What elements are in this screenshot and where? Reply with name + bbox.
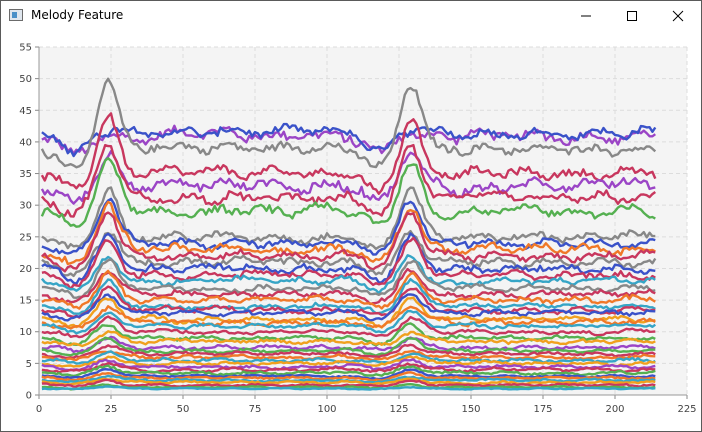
x-tick-label: 25: [105, 404, 118, 415]
x-tick-label: 125: [389, 404, 408, 415]
series-line-26[interactable]: [41, 330, 656, 348]
y-tick-label: 5: [26, 359, 32, 370]
series-line-33[interactable]: [41, 358, 656, 372]
series-line-28[interactable]: [41, 336, 656, 357]
y-tick-label: 55: [19, 43, 32, 54]
y-tick-label: 40: [19, 137, 32, 148]
maximize-button[interactable]: [609, 1, 655, 31]
maximize-icon: [627, 11, 637, 21]
line-chart[interactable]: 0 5 10 15 20 25 30 35 40 45 50 55 0 25 50 75 100 125 150 17…: [1, 31, 701, 431]
y-tick-label: 45: [19, 106, 32, 117]
y-tick-label: 35: [19, 169, 32, 180]
series-line-6[interactable]: [40, 156, 656, 228]
series-line-21[interactable]: [41, 296, 656, 329]
series-line-23[interactable]: [41, 309, 657, 335]
series-line-24[interactable]: [41, 315, 656, 339]
series-line-20[interactable]: [41, 293, 656, 322]
series-line-0[interactable]: [41, 124, 657, 155]
series-line-35[interactable]: [41, 364, 656, 378]
series-line-30[interactable]: [41, 349, 656, 362]
series-line-11[interactable]: [41, 229, 657, 278]
title-bar[interactable]: Melody Feature: [1, 1, 701, 31]
series-line-18[interactable]: [41, 277, 656, 315]
y-tick-label: 25: [19, 232, 32, 243]
series-line-8[interactable]: [41, 197, 656, 256]
series-line-25[interactable]: [41, 322, 656, 347]
series-line-40[interactable]: [41, 378, 656, 388]
series-line-29[interactable]: [41, 343, 656, 359]
series-line-4[interactable]: [40, 149, 656, 205]
minimize-icon: [581, 15, 591, 17]
app-window-icon: [9, 9, 23, 21]
series-line-17[interactable]: [41, 269, 656, 310]
series-line-3[interactable]: [40, 112, 657, 195]
y-tick-label: 10: [19, 327, 32, 338]
series-line-34[interactable]: [41, 362, 656, 374]
minimize-button[interactable]: [563, 1, 609, 31]
x-tick-label: 200: [605, 404, 624, 415]
series-line-14[interactable]: [40, 254, 656, 295]
series-line-42[interactable]: [41, 385, 656, 391]
series-line-32[interactable]: [41, 355, 656, 368]
series-line-31[interactable]: [41, 350, 656, 365]
series-line-39[interactable]: [41, 377, 656, 386]
series-line-2[interactable]: [40, 77, 657, 169]
y-tick-label: 0: [26, 391, 32, 402]
series-line-19[interactable]: [41, 285, 656, 319]
series-line-41[interactable]: [41, 383, 656, 391]
y-tick-label: 30: [19, 201, 32, 212]
window-title: Melody Feature: [31, 8, 124, 22]
x-tick-label: 75: [249, 404, 262, 415]
x-tick-label: 225: [677, 404, 696, 415]
x-tick-label: 175: [533, 404, 552, 415]
x-tick-label: 50: [177, 404, 190, 415]
x-tick-label: 0: [36, 404, 42, 415]
series-line-22[interactable]: [41, 305, 656, 330]
y-tick-label: 20: [19, 264, 32, 275]
close-icon: [672, 10, 684, 22]
chart-area[interactable]: 0 5 10 15 20 25 30 35 40 45 50 55 0 25 50 75 100 125 150 17…: [1, 31, 701, 431]
series-line-5[interactable]: [40, 143, 657, 218]
x-tick-label: 150: [461, 404, 480, 415]
series-line-37[interactable]: [41, 371, 656, 382]
series-line-15[interactable]: [41, 257, 656, 299]
y-tick-label: 50: [19, 74, 32, 85]
close-button[interactable]: [655, 1, 701, 31]
series-line-12[interactable]: [41, 232, 656, 286]
series-line-7[interactable]: [41, 186, 656, 251]
series-line-16[interactable]: [41, 267, 656, 306]
series-line-1[interactable]: [41, 122, 657, 158]
series-line-9[interactable]: [41, 200, 656, 266]
series-line-10[interactable]: [41, 211, 656, 273]
x-tick-label: 100: [317, 404, 336, 415]
y-tick-label: 15: [19, 296, 32, 307]
